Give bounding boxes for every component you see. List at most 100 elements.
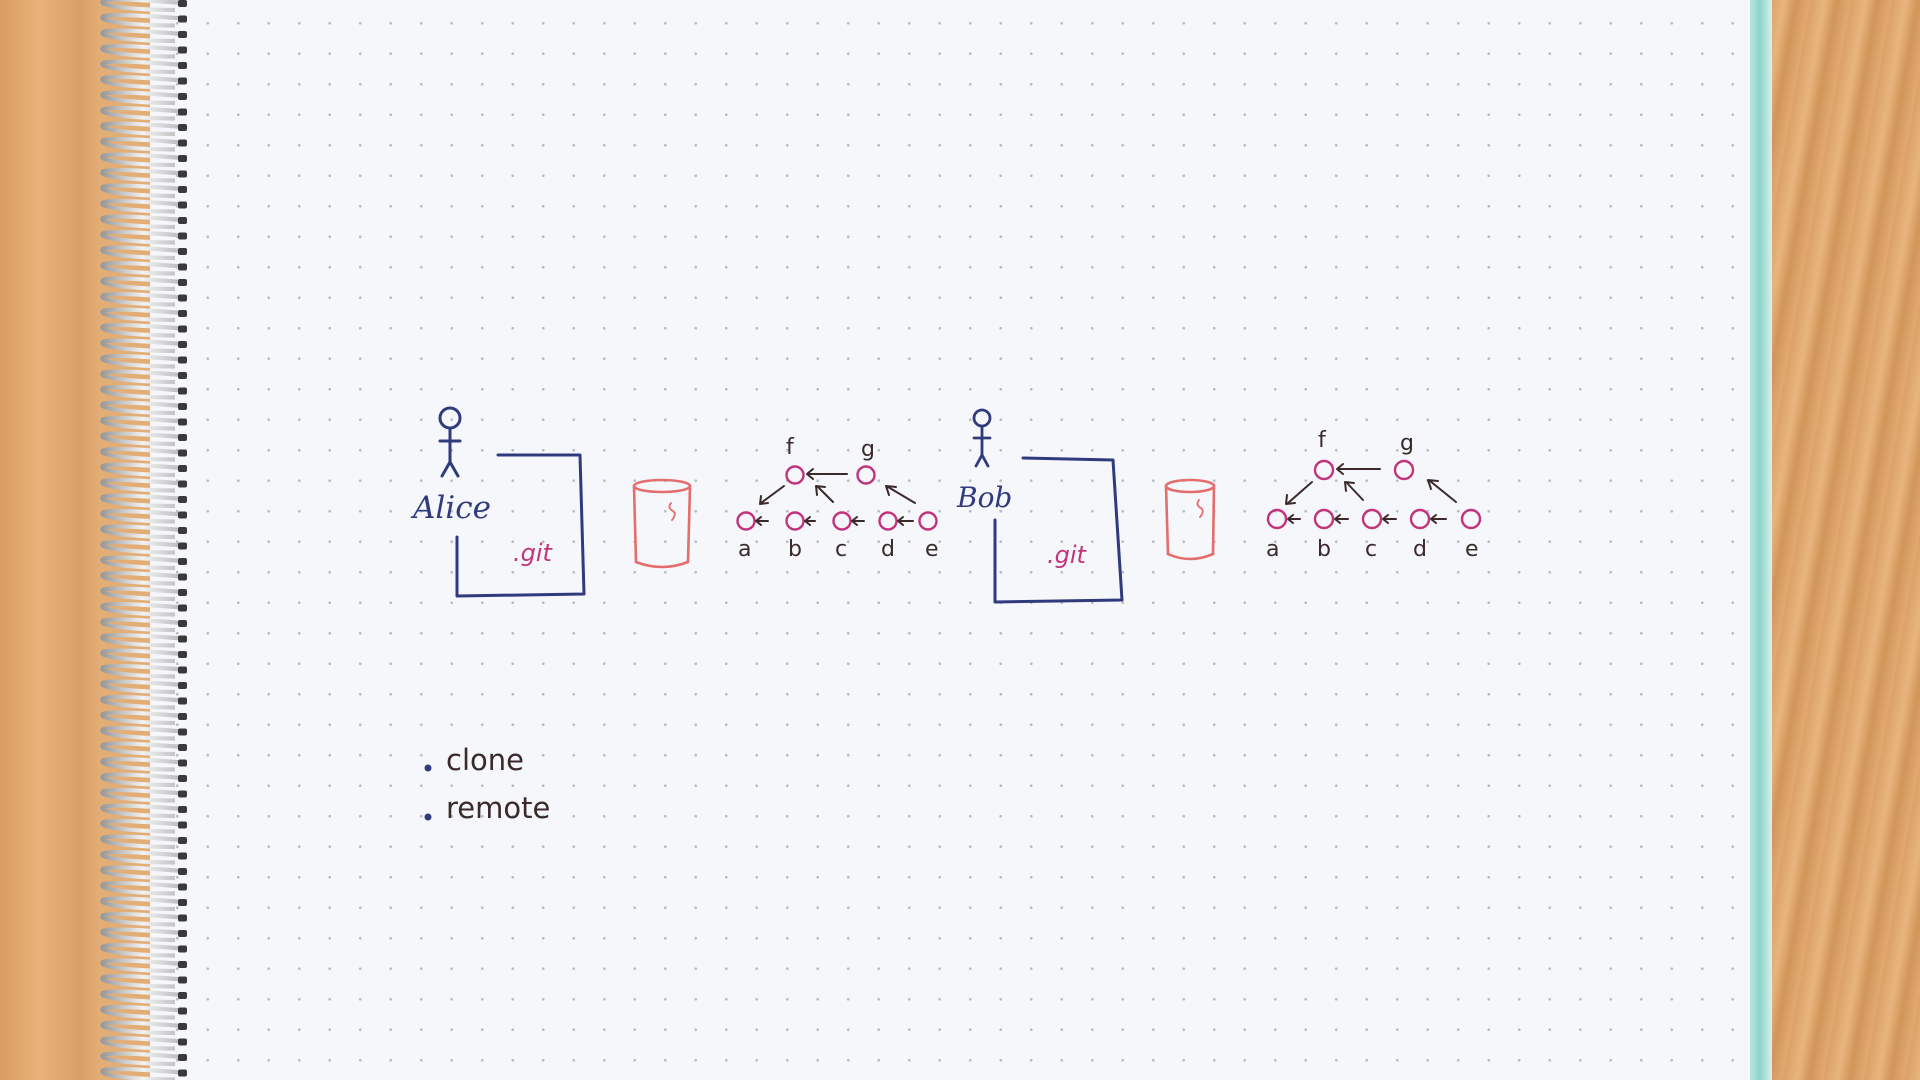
spiral-coil — [100, 0, 184, 13]
spiral-coil — [100, 818, 184, 834]
spiral-hole — [178, 232, 187, 240]
bob-repo-box — [993, 456, 1124, 604]
spiral-hole — [178, 496, 187, 503]
spiral-coil — [100, 725, 184, 741]
spiral-hole — [178, 992, 187, 999]
spiral-hole — [178, 434, 187, 441]
spiral-coil — [100, 400, 184, 416]
bob-label: Bob — [956, 481, 1012, 514]
notebook-cover-edge — [1748, 0, 1772, 1080]
alice-figure — [438, 406, 462, 478]
alice-commit-labels: a b c d e — [738, 537, 939, 562]
bob-commit-c: c — [1365, 537, 1377, 562]
spiral-hole — [178, 651, 187, 658]
spiral-hole — [178, 635, 187, 643]
spiral-hole — [178, 852, 187, 860]
spiral-coil — [100, 1066, 184, 1080]
spiral-coil — [100, 136, 184, 152]
spiral-coil — [100, 43, 184, 59]
spiral-hole — [178, 108, 187, 116]
spiral-coil — [100, 989, 184, 1005]
spiral-hole — [178, 294, 187, 302]
spiral-hole — [178, 201, 187, 209]
spiral-hole — [178, 372, 187, 379]
bob-commit-a: a — [1266, 537, 1279, 562]
spiral-coil — [100, 973, 184, 989]
spiral-coil — [100, 663, 184, 679]
alice-commit-a: a — [738, 537, 751, 562]
spiral-coil — [100, 59, 184, 75]
bob-branch-labels: f g — [1318, 428, 1414, 456]
spiral-hole — [178, 31, 187, 38]
spiral-hole — [178, 403, 187, 410]
spiral-hole — [178, 945, 187, 953]
spiral-hole — [178, 1069, 187, 1077]
alice-branch-labels: f g — [786, 435, 875, 462]
note-remote: remote — [446, 791, 550, 825]
spiral-coil — [100, 291, 184, 307]
spiral-coil — [100, 710, 184, 726]
spiral-coil — [100, 276, 184, 292]
alice-repo-box — [455, 453, 586, 598]
spiral-coil — [100, 803, 184, 819]
bob-database-icon — [1164, 478, 1216, 561]
spiral-hole — [178, 93, 187, 100]
spiral-hole — [178, 806, 187, 813]
spiral-hole — [178, 728, 187, 736]
spiral-binding — [100, 0, 187, 1080]
spiral-hole — [178, 527, 187, 534]
spiral-hole — [178, 976, 187, 984]
bob-branch-g: g — [1400, 431, 1414, 456]
spiral-hole — [178, 930, 187, 937]
spiral-hole — [178, 46, 187, 54]
spiral-hole — [178, 868, 187, 875]
wooden-table-right — [1770, 0, 1920, 1080]
spiral-hole — [178, 883, 187, 891]
spiral-coil — [100, 880, 184, 896]
spiral-hole — [178, 155, 187, 162]
spiral-hole — [178, 759, 187, 767]
spiral-coil — [100, 307, 184, 323]
spiral-coil — [100, 446, 184, 462]
spiral-coil — [100, 90, 184, 106]
spiral-hole — [178, 589, 187, 596]
spiral-coil — [100, 896, 184, 912]
spiral-coil — [100, 508, 184, 524]
alice-database-icon — [632, 478, 692, 569]
spiral-coil — [100, 229, 184, 245]
spiral-hole — [178, 744, 187, 751]
spiral-coil — [100, 1035, 184, 1051]
spiral-coil — [100, 214, 184, 230]
spiral-hole — [178, 604, 187, 612]
alice-branch-f: f — [786, 435, 795, 460]
spiral-coil — [100, 524, 184, 540]
spiral-hole — [178, 465, 187, 472]
spiral-coil — [100, 679, 184, 695]
spiral-hole — [178, 899, 187, 906]
bob-commit-graph — [1266, 459, 1482, 530]
alice-commit-graph — [736, 465, 938, 531]
bob-git-label: .git — [1047, 541, 1088, 569]
spiral-coil — [100, 28, 184, 44]
spiral-hole — [178, 139, 187, 147]
spiral-coil — [100, 648, 184, 664]
dotted-paper-page — [150, 0, 1750, 1080]
spiral-coil — [100, 1051, 184, 1067]
spiral-coil — [100, 865, 184, 881]
spiral-hole — [178, 170, 187, 178]
spiral-hole — [178, 821, 187, 829]
bob-commit-b: b — [1317, 537, 1331, 562]
spiral-coil — [100, 12, 184, 28]
note-bullet — [424, 764, 432, 772]
spiral-coil — [100, 415, 184, 431]
spiral-hole — [178, 341, 187, 348]
spiral-coil — [100, 694, 184, 710]
spiral-hole — [178, 15, 187, 23]
spiral-hole — [178, 775, 187, 782]
spiral-coil — [100, 570, 184, 586]
spiral-coil — [100, 462, 184, 478]
spiral-hole — [178, 1054, 187, 1061]
spiral-hole — [178, 558, 187, 565]
spiral-coil — [100, 260, 184, 276]
spiral-coil — [100, 787, 184, 803]
